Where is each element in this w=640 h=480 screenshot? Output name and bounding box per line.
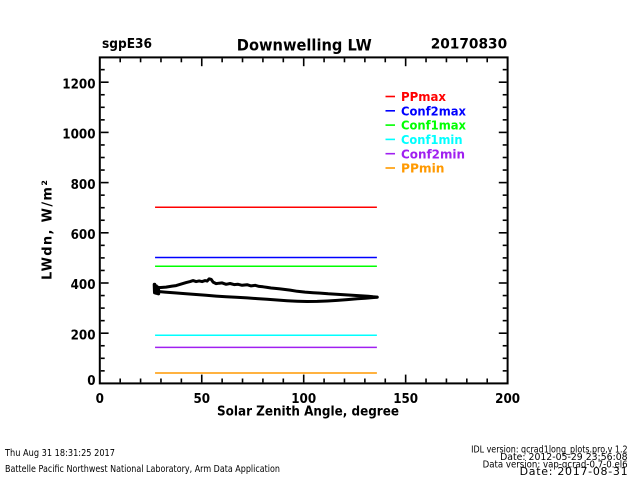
y-tick-label: 0 <box>87 374 95 389</box>
x-axis-title: Solar Zenith Angle, degree <box>217 405 399 420</box>
x-tick-label: 200 <box>495 392 520 407</box>
y-tick-label: 1000 <box>62 128 95 143</box>
x-tick-label: 50 <box>193 392 210 407</box>
y-tick-label: 800 <box>71 178 96 193</box>
station-label: sgpE36 <box>102 37 152 52</box>
series-lwdn-lower-branch <box>154 288 379 303</box>
legend-label-ppmin: PPmin <box>401 161 445 176</box>
footer-right-line3: Data version: vap-qcrad-0.7-0.el6 <box>483 460 628 471</box>
x-tick-label: 100 <box>291 392 316 407</box>
footer-left-line2: Battelle Pacific Northwest National Labo… <box>5 464 280 475</box>
plot-title: Downwelling LW <box>237 35 372 54</box>
x-tick-label: 150 <box>393 392 418 407</box>
footer-right-line4: Date: 2017-08-31 <box>520 465 628 478</box>
legend-label-conf2max: Conf2max <box>401 103 466 118</box>
legend-label-conf1min: Conf1min <box>401 132 463 147</box>
footer-left-line1: Thu Aug 31 18:31:25 2017 <box>4 448 115 459</box>
footer-right-line1: IDL version: qcrad1long_plots.pro,v 1.2 <box>471 445 628 456</box>
date-label: 20170830 <box>431 36 508 52</box>
legend-label-conf1max: Conf1max <box>401 118 466 133</box>
plot-box <box>98 56 509 385</box>
y-tick-label: 600 <box>71 228 96 243</box>
y-tick-label: 200 <box>71 328 96 343</box>
y-axis-title: LWdn, W/m² <box>41 180 56 280</box>
legend-label-ppmax: PPmax <box>401 89 446 104</box>
series-lwdn-noon-knot <box>152 282 161 296</box>
footer-right-line2: Date: 2012-05-29 23:56:08 <box>500 452 628 463</box>
y-tick-label: 1200 <box>62 77 95 92</box>
legend-label-conf2min: Conf2min <box>401 146 465 161</box>
y-tick-label: 400 <box>71 278 96 293</box>
series-lwdn-upper-branch <box>154 277 379 299</box>
x-tick-label: 0 <box>96 392 104 407</box>
